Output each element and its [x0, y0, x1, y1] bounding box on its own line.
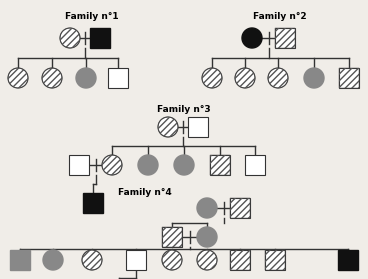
Circle shape [82, 250, 102, 270]
Bar [162, 227, 182, 247]
Circle shape [197, 227, 217, 247]
Bar [210, 155, 230, 175]
Circle shape [158, 117, 178, 137]
Circle shape [304, 68, 324, 88]
Text: Family n°2: Family n°2 [253, 12, 307, 21]
Circle shape [197, 198, 217, 218]
Text: Family n°1: Family n°1 [65, 12, 119, 21]
Bar [338, 250, 358, 270]
Circle shape [174, 155, 194, 175]
Bar [265, 250, 285, 270]
Bar [339, 68, 359, 88]
Bar [339, 68, 359, 88]
Bar [265, 250, 285, 270]
Circle shape [102, 155, 122, 175]
Text: Family n°3: Family n°3 [157, 105, 211, 114]
Bar [245, 155, 265, 175]
Text: Family n°4: Family n°4 [118, 188, 172, 197]
Circle shape [43, 250, 63, 270]
Bar [230, 198, 250, 218]
Bar [230, 250, 250, 270]
Circle shape [76, 68, 96, 88]
Bar [108, 68, 128, 88]
Bar [188, 117, 208, 137]
Circle shape [197, 250, 217, 270]
Bar [210, 155, 230, 175]
Circle shape [242, 28, 262, 48]
Circle shape [202, 68, 222, 88]
Circle shape [60, 28, 80, 48]
Bar [69, 155, 89, 175]
Bar [275, 28, 295, 48]
Circle shape [8, 68, 28, 88]
Bar [230, 250, 250, 270]
Bar [90, 28, 110, 48]
Circle shape [138, 155, 158, 175]
Bar [162, 227, 182, 247]
Bar [230, 198, 250, 218]
Circle shape [42, 68, 62, 88]
Bar [126, 250, 146, 270]
Bar [275, 28, 295, 48]
Circle shape [268, 68, 288, 88]
Bar [83, 193, 103, 213]
Circle shape [235, 68, 255, 88]
Bar [10, 250, 30, 270]
Circle shape [162, 250, 182, 270]
